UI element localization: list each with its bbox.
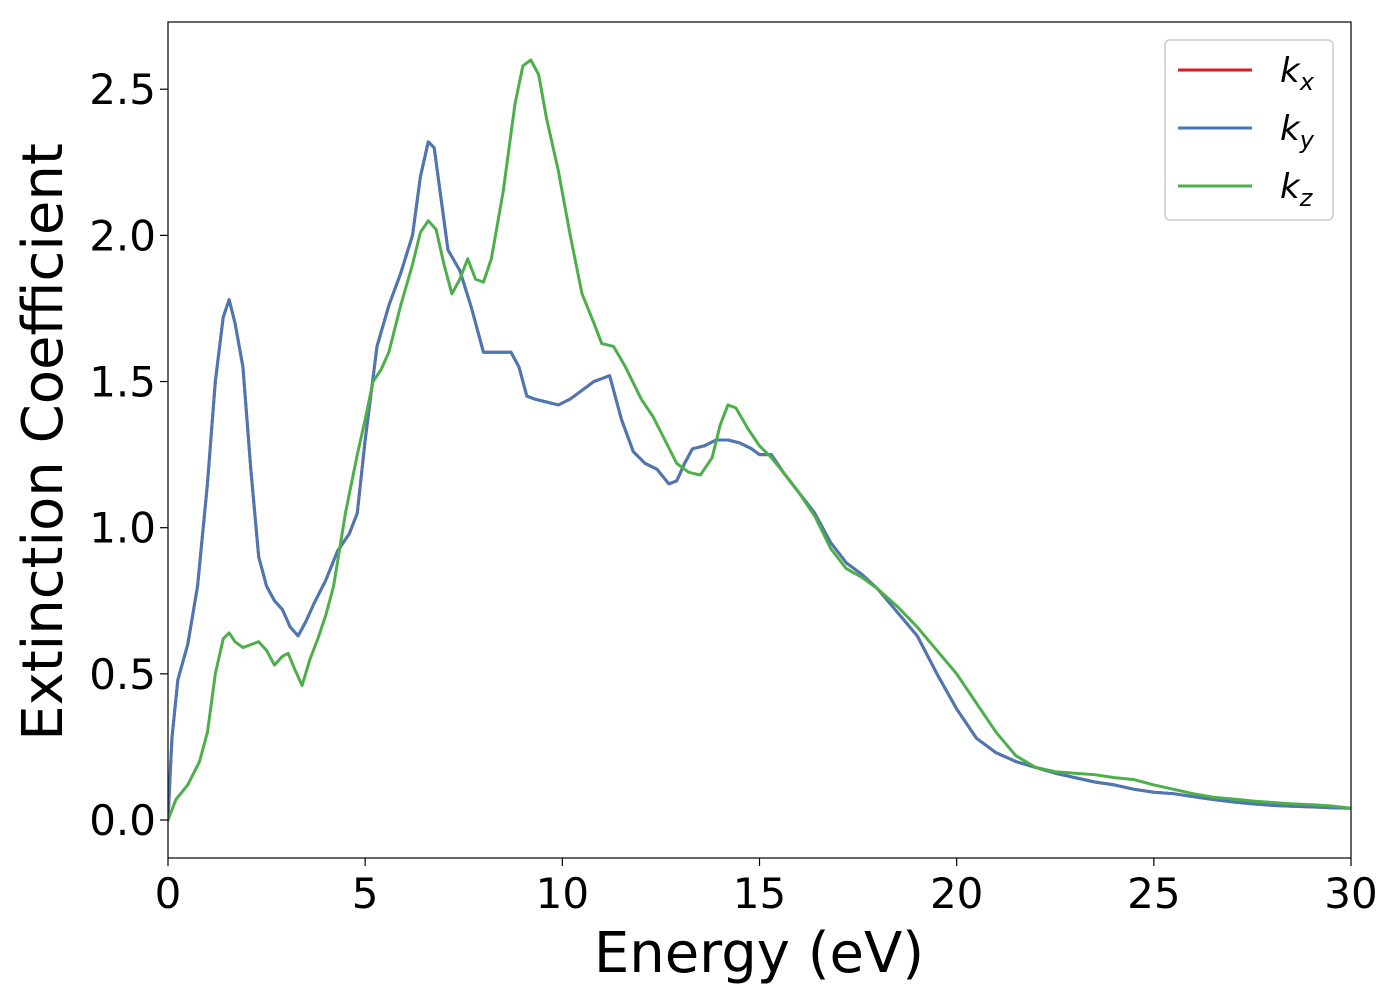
y-axis-ticks: 0.0 0.5 1.0 1.5 2.0 2.5 bbox=[89, 65, 168, 845]
series-line-kz bbox=[168, 58, 1351, 822]
x-tick-label: 10 bbox=[536, 869, 589, 918]
series-lines bbox=[168, 58, 1351, 822]
x-axis-ticks: 0 5 10 15 20 25 30 bbox=[155, 858, 1378, 918]
legend-label-subscript: x bbox=[1299, 68, 1315, 96]
y-tick-label: 1.0 bbox=[89, 504, 156, 553]
y-tick-label: 2.0 bbox=[89, 211, 156, 260]
plot-area bbox=[167, 21, 1352, 859]
x-tick-label: 5 bbox=[352, 869, 379, 918]
y-tick-label: 1.5 bbox=[89, 358, 156, 407]
y-axis-title: Extinction Coefficient bbox=[11, 143, 76, 741]
y-tick-label: 0.5 bbox=[89, 650, 156, 699]
legend-label-subscript: z bbox=[1299, 184, 1314, 212]
legend-box bbox=[1164, 39, 1334, 221]
y-tick-label: 0.0 bbox=[89, 796, 156, 845]
x-axis-title: Energy (eV) bbox=[594, 921, 924, 986]
x-tick-label: 30 bbox=[1324, 869, 1377, 918]
y-tick-label: 2.5 bbox=[89, 65, 156, 114]
legend-label-subscript: y bbox=[1299, 126, 1315, 154]
x-tick-label: 20 bbox=[930, 869, 983, 918]
x-tick-label: 0 bbox=[155, 869, 182, 918]
x-tick-label: 15 bbox=[733, 869, 786, 918]
x-tick-label: 25 bbox=[1127, 869, 1180, 918]
